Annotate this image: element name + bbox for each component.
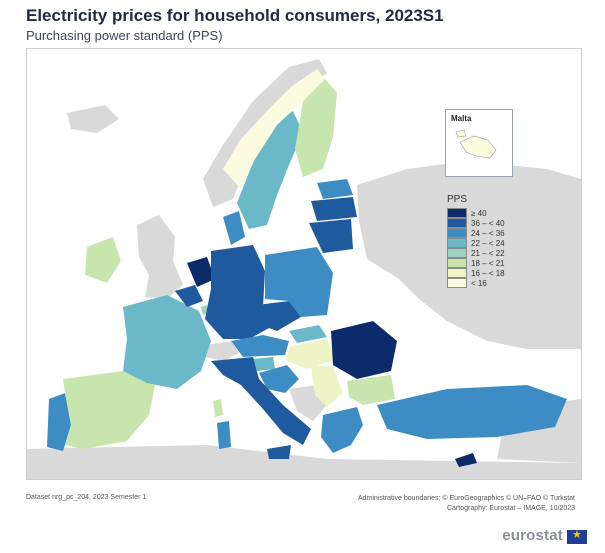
inset-label: Malta [451,114,472,123]
legend-label: 18 – < 21 [471,258,505,268]
legend-swatch [447,248,467,258]
country-latvia [311,197,357,221]
legend: PPS ≥ 40 36 – < 40 24 – < 36 22 – < 24 21 – … [447,194,517,288]
east-europe [357,161,581,349]
legend-title: PPS [447,194,468,205]
legend-label: 22 – < 24 [471,238,505,248]
legend-swatch [447,258,467,268]
country-belgium [175,285,203,307]
legend-item: < 16 [447,278,517,288]
switzerland [205,341,239,361]
legend-item: 21 – < 22 [447,248,517,258]
malta-inset: Malta [445,109,513,177]
country-corsica [213,399,223,417]
map-subtitle: Purchasing power standard (PPS) [26,28,223,43]
footer-bar [0,520,605,553]
boundaries-credit: Administrative boundaries: © EuroGeograp… [357,495,575,502]
country-sicily [267,445,291,459]
legend-label: 36 – < 40 [471,218,505,228]
choropleth-map: Malta PPS ≥ 40 36 – < 40 24 – < 36 22 – < 2… [26,48,582,480]
country-slovenia [253,357,275,371]
country-italy [211,357,311,445]
legend-item: 24 – < 36 [447,228,517,238]
country-croatia [259,365,299,393]
country-poland [265,247,333,317]
country-portugal [47,393,71,451]
country-czechia [257,301,301,331]
country-austria [231,335,289,357]
legend-swatch [447,218,467,228]
legend-item: ≥ 40 [447,208,517,218]
country-finland [295,79,337,177]
legend-label: 16 – < 18 [471,268,505,278]
country-gozo [455,129,467,138]
eu-flag-icon [567,528,587,544]
legend-item: 36 – < 40 [447,218,517,228]
legend-label: 21 – < 22 [471,248,505,258]
legend-item: 22 – < 24 [447,238,517,248]
country-turkey [377,385,567,439]
legend-label: < 16 [471,278,487,288]
cartography-credit: Cartography: Eurostat – IMAGE, 10/2023 [446,505,575,512]
legend-swatch [447,278,467,288]
malta-svg [455,129,497,159]
eurostat-logo: eurostat [502,527,563,544]
country-sweden [237,111,303,229]
legend-swatch [447,238,467,248]
country-bulgaria [347,375,395,405]
legend-label: 24 – < 36 [471,228,505,238]
map-title: Electricity prices for household consume… [26,6,444,25]
legend-rows: ≥ 40 36 – < 40 24 – < 36 22 – < 24 21 – < 22… [447,208,517,288]
legend-swatch [447,268,467,278]
uk [137,215,183,299]
country-serbia [311,365,343,407]
country-france [123,295,211,389]
legend-swatch [447,228,467,238]
north-africa [27,445,581,479]
legend-label: ≥ 40 [471,208,487,218]
country-denmark [223,211,245,245]
country-norway-north [223,69,325,189]
source-note: Administrative boundaries: © EuroGeograp… [358,494,575,514]
country-sardinia [217,421,231,449]
country-hungary [287,339,337,369]
country-greece [321,407,363,453]
iceland [67,105,119,133]
country-spain [63,371,155,449]
legend-item: 18 – < 21 [447,258,517,268]
legend-swatch [447,208,467,218]
country-lithuania [309,219,353,253]
country-germany [205,245,271,339]
dataset-note: Dataset nrg_pc_204, 2023 Semester 1 [26,494,147,501]
map-svg [27,59,581,479]
country-ireland [85,237,121,283]
country-cyprus [455,453,477,467]
country-slovakia [289,325,327,343]
country-malta [459,135,497,159]
country-netherlands [187,257,215,287]
country-estonia [317,179,353,199]
country-romania [331,321,397,379]
legend-item: 16 – < 18 [447,268,517,278]
